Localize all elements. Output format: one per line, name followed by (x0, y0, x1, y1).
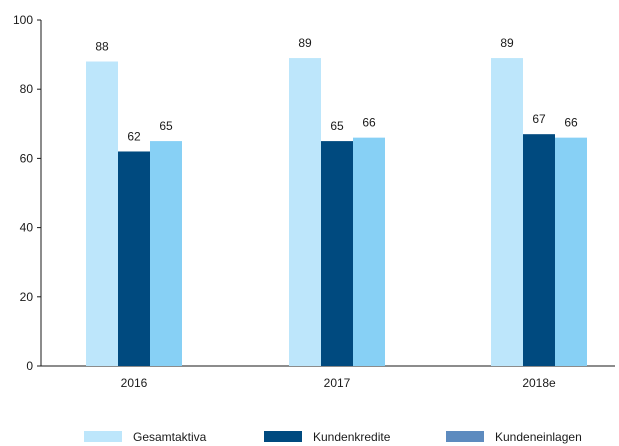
y-tick-label: 0 (26, 359, 33, 373)
data-label: 62 (127, 129, 141, 143)
data-labels: 88 62 65 89 65 66 89 67 66 (95, 36, 578, 143)
bar-kundeneinlagen-2018e (555, 137, 587, 366)
legend-swatch-kundeneinlagen (446, 431, 484, 442)
bar-kundeneinlagen-2017 (353, 137, 385, 366)
bar-gesamtaktiva-2016 (86, 61, 118, 367)
y-tick-label: 80 (20, 82, 34, 96)
bar-kundenkredite-2018e (523, 134, 555, 366)
bar-kundenkredite-2017 (321, 141, 353, 366)
y-tick-label: 20 (20, 290, 34, 304)
x-tick-label: 2017 (324, 376, 351, 390)
legend-label-kundeneinlagen: Kundeneinlagen (495, 430, 582, 444)
x-tick-label: 2016 (121, 376, 148, 390)
legend-swatch-kundenkredite (264, 431, 302, 442)
data-label: 88 (95, 40, 109, 54)
bars (86, 58, 587, 367)
bar-kundeneinlagen-2016 (150, 141, 182, 366)
y-tick-label: 100 (13, 13, 33, 27)
y-tick-label: 60 (20, 151, 34, 165)
legend-label-kundenkredite: Kundenkredite (313, 430, 391, 444)
bar-kundenkredite-2016 (118, 151, 150, 366)
data-label: 65 (330, 119, 344, 133)
data-label: 66 (564, 116, 578, 130)
legend-label-gesamtaktiva: Gesamtaktiva (133, 430, 207, 444)
legend-swatch-gesamtaktiva (84, 431, 122, 442)
data-label: 67 (532, 112, 546, 126)
data-label: 66 (362, 116, 376, 130)
bar-gesamtaktiva-2018e (491, 58, 523, 367)
data-label: 65 (159, 119, 173, 133)
data-label: 89 (298, 36, 312, 50)
y-tick-label: 40 (20, 221, 34, 235)
bar-gesamtaktiva-2017 (289, 58, 321, 367)
data-label: 89 (500, 36, 514, 50)
legend: Gesamtaktiva Kundenkredite Kundeneinlagen (84, 430, 582, 444)
x-tick-label: 2018e (522, 376, 556, 390)
